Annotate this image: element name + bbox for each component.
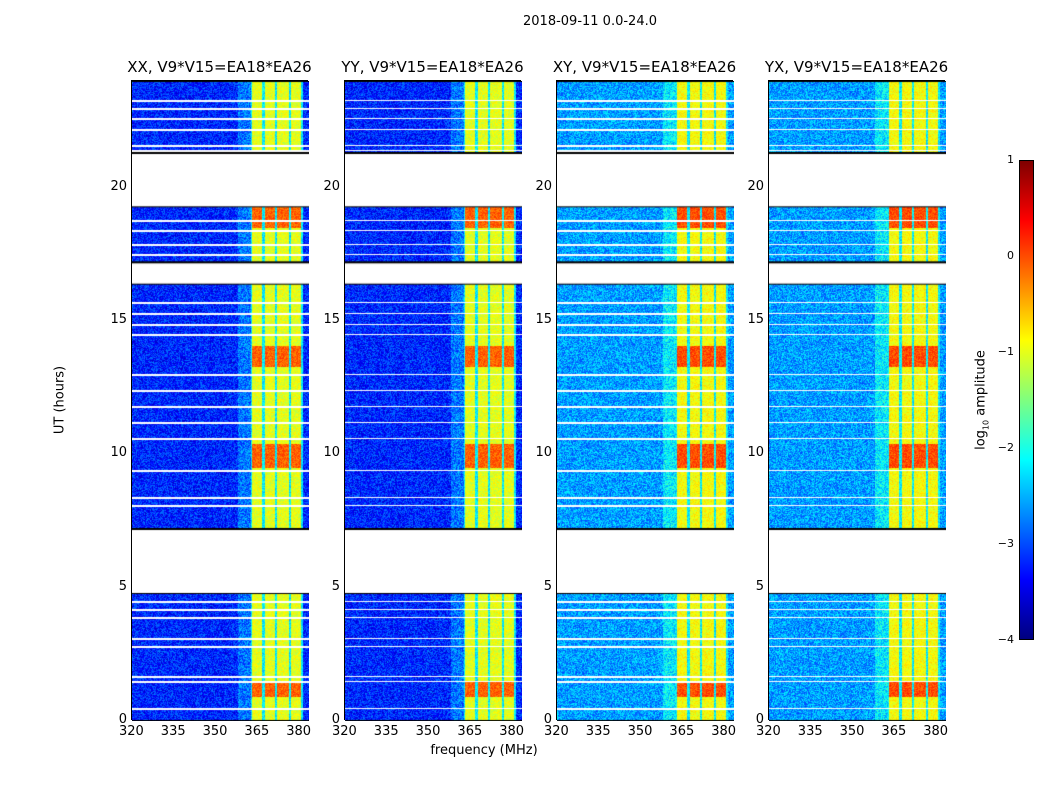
x-tick-label: 380 bbox=[499, 724, 525, 739]
heatmap-panel bbox=[768, 80, 946, 721]
colorbar bbox=[1019, 160, 1034, 640]
x-axis-label: frequency (MHz) bbox=[430, 743, 538, 758]
x-tick-label: 320 bbox=[332, 724, 357, 739]
x-tick-label: 350 bbox=[202, 724, 228, 739]
x-tick-label: 365 bbox=[881, 724, 907, 739]
y-tick-label: 10 bbox=[747, 445, 764, 461]
y-tick-label: 20 bbox=[535, 178, 552, 194]
y-tick-label: 5 bbox=[118, 578, 127, 594]
colorbar-label: log10 amplitude bbox=[973, 350, 991, 450]
x-tick-label: 335 bbox=[160, 724, 186, 739]
colorbar-tick-label: −4 bbox=[997, 633, 1014, 646]
x-tick-label: 380 bbox=[711, 724, 737, 739]
y-tick-label: 10 bbox=[110, 445, 127, 461]
x-tick-label: 365 bbox=[457, 724, 483, 739]
x-tick-label: 320 bbox=[756, 724, 781, 739]
y-axis-label: UT (hours) bbox=[52, 365, 68, 435]
heatmap-image bbox=[132, 81, 309, 721]
y-tick-label: 0 bbox=[543, 712, 552, 727]
colorbar-tick-label: 0 bbox=[1007, 249, 1014, 262]
heatmap-panel bbox=[556, 80, 734, 721]
y-tick-label: 20 bbox=[323, 178, 340, 194]
y-tick-label: 0 bbox=[331, 712, 340, 727]
x-tick-label: 320 bbox=[544, 724, 569, 739]
x-tick-label: 350 bbox=[627, 724, 653, 739]
y-tick-label: 10 bbox=[323, 445, 340, 461]
y-tick-label: 15 bbox=[747, 312, 764, 327]
heatmap-panel bbox=[344, 80, 522, 721]
colorbar-tick-label: 1 bbox=[1007, 153, 1014, 166]
y-tick-label: 20 bbox=[747, 178, 764, 194]
heatmap-image bbox=[557, 81, 734, 721]
x-tick-label: 335 bbox=[373, 724, 399, 739]
y-tick-label: 15 bbox=[110, 312, 127, 327]
x-tick-label: 365 bbox=[244, 724, 270, 739]
y-tick-label: 10 bbox=[535, 445, 552, 461]
heatmap-panel bbox=[131, 80, 309, 721]
x-tick-label: 335 bbox=[797, 724, 823, 739]
y-tick-label: 5 bbox=[543, 578, 552, 594]
x-tick-label: 335 bbox=[585, 724, 611, 739]
x-tick-label: 320 bbox=[119, 724, 144, 739]
panel-title: YY, V9*V15=EA18*EA26 bbox=[341, 58, 524, 76]
figure-title: 2018-09-11 0.0-24.0 bbox=[523, 14, 657, 29]
x-tick-label: 380 bbox=[923, 724, 949, 739]
y-tick-label: 0 bbox=[118, 712, 127, 727]
panel-title: YX, V9*V15=EA18*EA26 bbox=[764, 58, 949, 76]
y-tick-label: 0 bbox=[755, 712, 764, 727]
heatmap-image bbox=[345, 81, 522, 721]
colorbar-tick-label: −2 bbox=[997, 441, 1014, 454]
x-tick-label: 350 bbox=[415, 724, 441, 739]
y-tick-label: 15 bbox=[323, 312, 340, 327]
y-tick-label: 5 bbox=[755, 578, 764, 594]
colorbar-tick-label: −3 bbox=[997, 537, 1014, 550]
y-tick-label: 15 bbox=[535, 312, 552, 327]
heatmap-image bbox=[769, 81, 946, 721]
panel-title: XX, V9*V15=EA18*EA26 bbox=[127, 58, 312, 76]
y-tick-label: 20 bbox=[110, 178, 127, 194]
x-tick-label: 380 bbox=[286, 724, 312, 739]
x-tick-label: 365 bbox=[669, 724, 695, 739]
colorbar-tick-label: −1 bbox=[997, 345, 1014, 358]
y-tick-label: 5 bbox=[331, 578, 340, 594]
panel-title: XY, V9*V15=EA18*EA26 bbox=[552, 58, 737, 76]
x-tick-label: 350 bbox=[839, 724, 865, 739]
